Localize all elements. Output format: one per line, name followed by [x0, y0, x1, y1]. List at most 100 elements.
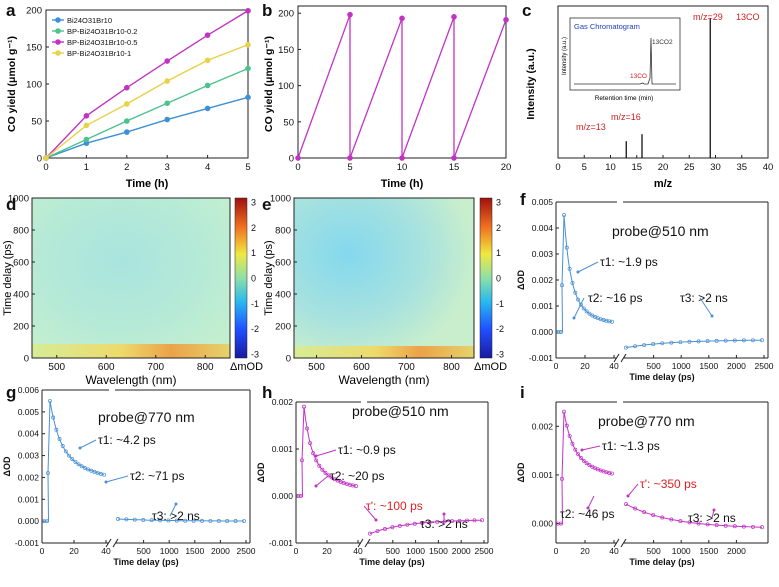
panel-h-data-point [323, 470, 328, 475]
panel-h-ytick-label: 0.000 [272, 491, 294, 501]
panel-g-kinetics: -0.001 0.000 0.001 0.002 0.003 0.004 0.005 0.00… [2, 385, 256, 567]
panel-i-data-point [578, 455, 583, 460]
panel-i-ylabel: ΔOD [516, 462, 526, 482]
panel-letter-c: c [522, 1, 531, 20]
panel-h-data-point [354, 484, 358, 489]
panel-i-data-point [669, 517, 674, 522]
panel-f-xlabel: Time delay (ps) [629, 372, 694, 382]
panel-a-ytick-label: 50 [31, 117, 42, 128]
panel-h-arrow-head [442, 512, 446, 516]
panel-a-xlabel: Time (h) [126, 178, 169, 190]
panel-a-point [204, 32, 211, 38]
panel-d-signal-band [32, 344, 230, 358]
panel-a-series-line [45, 67, 249, 159]
panel-i-arrow-head [580, 448, 584, 452]
panel-e-colorbar-tick: 0 [496, 274, 501, 284]
panel-e-xtick-label: 500 [308, 362, 325, 373]
panel-g-xtick-label: 0 [40, 546, 45, 556]
panel-i-ytick-label: 0.000 [532, 519, 554, 529]
panel-i-data-point [576, 452, 581, 457]
panel-a-point [164, 58, 170, 64]
gc-inset-trace [574, 37, 676, 85]
panel-g-ytick-label: 0.002 [18, 472, 40, 482]
panel-f-xtick-label: 2000 [727, 361, 746, 371]
panel-a-point [124, 84, 130, 91]
panel-g-data-point [132, 517, 137, 522]
panel-letter-i: i [520, 383, 525, 402]
panel-h-kinetics: -0.001 0.000 0.001 0.002 0 20 40 500 1000 1500 200… [256, 397, 494, 567]
legend-marker [55, 17, 61, 23]
panel-e-ytick-label: 400 [275, 290, 291, 301]
panel-e-colorbar-tick: 1 [496, 248, 501, 258]
panel-e-colorbar-label: ΔmOD [474, 361, 507, 373]
panel-c-xtick-label: 25 [684, 162, 695, 173]
panel-g-ytick-label: 0.001 [18, 494, 40, 504]
panel-i-data-point [651, 513, 656, 518]
panel-i-annotation: τ3: >2 ns [688, 511, 736, 525]
legend-label: BP-Bi24O31Br10-0.5 [67, 38, 137, 47]
panel-h-data-point [450, 519, 455, 524]
panel-g-data-point [200, 518, 204, 523]
panel-h-data-point [442, 519, 447, 524]
panel-f-data-point [587, 311, 592, 316]
panel-f-data-point [687, 339, 692, 344]
panel-e-ytick-label: 0 [286, 354, 291, 365]
panel-g-ytick-label: 0.003 [18, 451, 40, 461]
panel-h-data-point [300, 458, 304, 463]
panel-e-colorbar-tick: 2 [496, 223, 501, 233]
panel-i-data-point [584, 461, 589, 466]
panel-c-xtick-label: 20 [658, 162, 669, 173]
panel-a-series-line [45, 96, 249, 159]
panel-b-xtick-label: 5 [347, 162, 352, 173]
panel-b-ytick-label: 150 [278, 45, 294, 56]
panel-g-ytick-label: 0.005 [18, 407, 40, 417]
panel-e-ylabel: Time delay (ps) [263, 240, 275, 315]
panel-f-annotation: τ3: >2 ns [680, 291, 728, 305]
panel-e-frame [293, 197, 475, 359]
panel-b-xtick-label: 15 [449, 162, 460, 173]
panel-g-data-point [174, 518, 179, 523]
panel-g-data-point [89, 468, 94, 473]
panel-a-ytick-label: 200 [26, 6, 42, 17]
panel-f-kinetics: -0.001 0.000 0.001 0.002 0.003 0.004 0.005 0 20 4… [516, 197, 774, 382]
panel-i-data-point [696, 521, 701, 526]
panel-i-arrow [581, 445, 601, 451]
panel-i-probe-label: probe@770 nm [598, 413, 695, 429]
panel-i-data-point [642, 510, 647, 515]
panel-d-colorbar-tick: -3 [251, 350, 259, 360]
panel-e-ytick-label: 800 [275, 226, 291, 237]
panel-f-xtick-label: 0 [554, 361, 559, 371]
gc-inset-title: Gas Chromatogram [574, 22, 640, 31]
panel-d-heatmap: 500 600 700 800 0 200 400 600 800 1000 -3 -2 -1 0 1 2… [2, 194, 263, 388]
panel-f-arrow [573, 297, 585, 319]
panel-f-data-point [732, 338, 737, 343]
panel-f-data-point [760, 338, 764, 343]
panel-h-data-point [427, 520, 432, 525]
gc-inset-peak-co: 13CO [630, 73, 647, 80]
panel-g-arrow [105, 475, 129, 483]
panel-d-xtick-label: 600 [98, 362, 115, 373]
panel-g-data-point [45, 519, 49, 524]
panel-b-point [347, 11, 353, 18]
panel-i-data-point [560, 476, 564, 481]
panel-a-point [83, 113, 90, 119]
panel-d-xlabel: Wavelength (nm) [86, 373, 177, 387]
panel-g-annotation: τ1: ~4.2 ps [98, 433, 156, 447]
panel-a-xtick-label: 3 [165, 162, 170, 173]
panel-g-fit-right [117, 518, 244, 522]
panel-h-data-point [308, 441, 313, 446]
panel-h-data-point [368, 531, 372, 536]
gc-inset: Gas Chromatogram 13CO2 13CO Retention ti… [562, 17, 681, 102]
panel-b-point [347, 155, 353, 161]
panel-g-data-point [57, 436, 62, 441]
panel-h-arrow [315, 475, 329, 487]
panel-b-ytick-label: 100 [278, 81, 294, 92]
panel-i-xtick-label: 1500 [699, 546, 718, 556]
panel-i-data-point [741, 524, 746, 529]
panel-letter-d: d [6, 195, 16, 214]
gc-inset-peak-co2: 13CO2 [652, 39, 673, 46]
panel-h-data-point [457, 518, 462, 523]
panel-h-annotation: τ1: ~0.9 ps [338, 443, 396, 457]
panel-h-xtick-label: 40 [353, 546, 363, 556]
panel-i-data-point [610, 471, 614, 476]
